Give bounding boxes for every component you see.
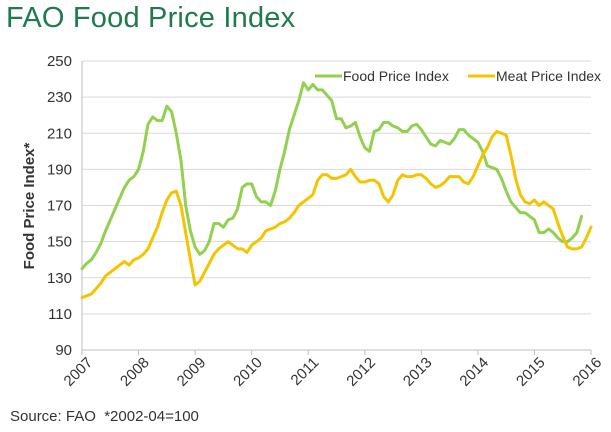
axes: [81, 61, 592, 355]
x-tick-label: 2011: [288, 354, 323, 389]
y-tick-label: 230: [47, 89, 72, 106]
y-tick-label: 210: [47, 125, 72, 142]
legend: Food Price Index Meat Price Index: [315, 68, 601, 84]
y-tick-label: 110: [48, 306, 72, 323]
y-tick-labels: 90 110 130 150 170 190 210 230 250: [47, 53, 72, 359]
x-tick-label: 2010: [230, 354, 266, 390]
chart-title: FAO Food Price Index: [6, 2, 296, 34]
x-tick-labels: 2007 2008 2009 2010 2011 2012 2013 2014 2015 2016: [61, 354, 606, 390]
y-tick-label: 130: [47, 270, 72, 287]
y-tick-label: 90: [55, 342, 72, 359]
y-tick-label: 250: [47, 53, 72, 70]
legend-label: Meat Price Index: [496, 68, 601, 84]
series-line-meat-price-index: [80, 129, 593, 300]
x-tick-label: 2009: [174, 354, 210, 390]
x-tick-label: 2007: [61, 354, 97, 390]
y-tick-label: 190: [47, 161, 72, 178]
x-tick-label: 2015: [513, 354, 549, 390]
series-lines: [80, 81, 593, 300]
legend-label: Food Price Index: [343, 68, 449, 84]
x-tick-label: 2014: [456, 354, 492, 390]
x-tick-label: 2012: [343, 354, 379, 390]
source-note: Source: FAO *2002-04=100: [10, 408, 199, 425]
x-tick-label: 2016: [570, 354, 606, 390]
y-axis-label: Food Price Index*: [21, 142, 38, 269]
y-tick-label: 170: [47, 198, 72, 215]
x-tick-label: 2013: [400, 354, 436, 390]
y-tick-label: 150: [47, 234, 72, 251]
x-tick-label: 2008: [117, 354, 153, 390]
series-line-food-price-index: [80, 81, 584, 271]
